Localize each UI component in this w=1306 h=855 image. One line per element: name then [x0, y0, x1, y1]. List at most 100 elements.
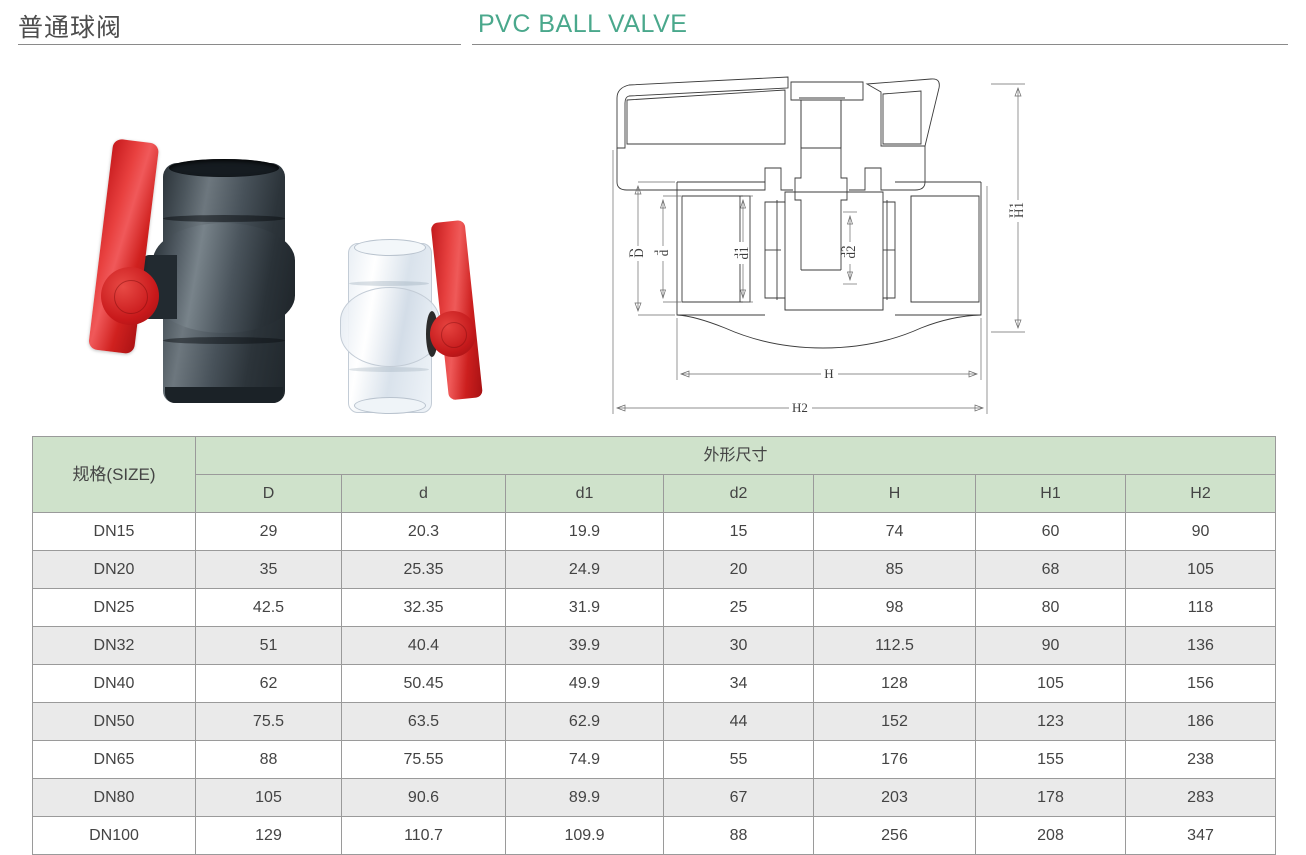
cell-H2: 186: [1124, 702, 1277, 741]
cell-H2: 283: [1124, 778, 1277, 817]
column-header-D: D: [195, 474, 342, 513]
table-row: DN80 105 90.6 89.9 67 203 178 283: [32, 778, 1277, 817]
cell-H1: 178: [975, 778, 1126, 817]
product-photo-group: [0, 60, 600, 430]
cell-D: 35: [195, 550, 342, 589]
cell-size: DN15: [32, 512, 196, 551]
dimension-label-H2-text: H2: [792, 400, 808, 415]
page-header: 普通球阀 PVC BALL VALVE: [0, 0, 1306, 56]
cell-d: 75.55: [341, 740, 506, 779]
cell-D: 62: [195, 664, 342, 703]
cell-d: 25.35: [341, 550, 506, 589]
valve-handle-hub: [101, 267, 159, 325]
cell-H2: 136: [1124, 626, 1277, 665]
column-header-group-dimensions: 外形尺寸: [194, 436, 1277, 475]
valve-ring-lower: [349, 367, 429, 372]
technical-drawing: D d d1 d2 H1 H H2 D d d1 d2 H1 H H2: [595, 70, 1045, 430]
cell-D: 42.5: [195, 588, 342, 627]
header-rule-right: [472, 44, 1288, 45]
valve-socket-opening-bottom: [354, 397, 426, 414]
cell-H1: 208: [975, 816, 1126, 855]
cell-d: 20.3: [341, 512, 506, 551]
product-image-dark-grey-valve: [87, 115, 305, 405]
cell-H1: 105: [975, 664, 1126, 703]
page-title-english: PVC BALL VALVE: [478, 10, 688, 38]
cell-H: 176: [813, 740, 976, 779]
column-header-d2: d2: [663, 474, 814, 513]
column-header-H1: H1: [975, 474, 1126, 513]
dimension-label-H-text: H: [824, 366, 833, 381]
cell-D: 29: [195, 512, 342, 551]
cell-H1: 90: [975, 626, 1126, 665]
cell-size: DN65: [32, 740, 196, 779]
cell-H1: 60: [975, 512, 1126, 551]
dimension-label-H1-text: H1: [1011, 202, 1026, 218]
cell-d: 50.45: [341, 664, 506, 703]
cell-d1: 49.9: [505, 664, 664, 703]
table-header-row-2: D d d1 d2 H H1 H2: [33, 474, 1277, 513]
valve-socket-opening-top: [354, 239, 426, 256]
cell-d: 90.6: [341, 778, 506, 817]
cell-d2: 25: [663, 588, 814, 627]
dimension-label-d-text: d: [656, 249, 671, 256]
table-row: DN20 35 25.35 24.9 20 85 68 105: [32, 550, 1277, 589]
cell-H: 85: [813, 550, 976, 589]
cell-d2: 15: [663, 512, 814, 551]
cell-d1: 31.9: [505, 588, 664, 627]
dimension-label-D-text: D: [631, 248, 646, 257]
cell-H2: 90: [1124, 512, 1277, 551]
cell-d2: 44: [663, 702, 814, 741]
table-row: DN65 88 75.55 74.9 55 176 155 238: [32, 740, 1277, 779]
cell-d: 110.7: [341, 816, 506, 855]
cell-d2: 20: [663, 550, 814, 589]
cell-d2: 88: [663, 816, 814, 855]
cell-d: 63.5: [341, 702, 506, 741]
cell-H1: 80: [975, 588, 1126, 627]
column-header-d1: d1: [505, 474, 664, 513]
valve-ring-upper: [349, 281, 429, 286]
cell-d: 40.4: [341, 626, 506, 665]
table-row: DN40 62 50.45 49.9 34 128 105 156: [32, 664, 1277, 703]
table-row: DN32 51 40.4 39.9 30 112.5 90 136: [32, 626, 1277, 665]
table-row: DN25 42.5 32.35 31.9 25 98 80 118: [32, 588, 1277, 627]
cell-d2: 67: [663, 778, 814, 817]
cell-size: DN20: [32, 550, 196, 589]
cell-d2: 30: [663, 626, 814, 665]
cell-H2: 347: [1124, 816, 1277, 855]
table-row: DN15 29 20.3 19.9 15 74 60 90: [32, 512, 1277, 551]
page-title-chinese: 普通球阀: [18, 14, 123, 42]
cell-size: DN50: [32, 702, 196, 741]
table-body: DN15 29 20.3 19.9 15 74 60 90 DN20 35 25…: [32, 512, 1277, 855]
valve-ring-lower: [163, 337, 285, 344]
table-header-row-1: 规格(SIZE) 外形尺寸: [32, 436, 1277, 513]
cell-H2: 238: [1124, 740, 1277, 779]
specification-table: 规格(SIZE) 外形尺寸 D d d1 d2 H H1 H2 DN15 29 …: [32, 436, 1277, 855]
cell-D: 51: [195, 626, 342, 665]
cell-H: 256: [813, 816, 976, 855]
cell-D: 105: [195, 778, 342, 817]
cell-d1: 74.9: [505, 740, 664, 779]
cell-H2: 118: [1124, 588, 1277, 627]
cell-size: DN25: [32, 588, 196, 627]
valve-lever-handle: [430, 219, 483, 401]
valve-ring-upper: [163, 215, 285, 222]
cell-H1: 123: [975, 702, 1126, 741]
cell-H: 74: [813, 512, 976, 551]
cell-d1: 24.9: [505, 550, 664, 589]
column-header-size: 规格(SIZE): [32, 436, 196, 513]
cell-H: 128: [813, 664, 976, 703]
cell-size: DN100: [32, 816, 196, 855]
cell-H1: 68: [975, 550, 1126, 589]
cell-D: 88: [195, 740, 342, 779]
cell-size: DN40: [32, 664, 196, 703]
cell-D: 75.5: [195, 702, 342, 741]
valve-socket-opening: [169, 159, 279, 177]
cell-d2: 34: [663, 664, 814, 703]
column-header-d: d: [341, 474, 506, 513]
cell-d1: 39.9: [505, 626, 664, 665]
cell-size: DN32: [32, 626, 196, 665]
dimension-label-d1-text: d1: [736, 247, 751, 260]
cell-size: DN80: [32, 778, 196, 817]
table-row: DN100 129 110.7 109.9 88 256 208 347: [32, 816, 1277, 855]
cell-d1: 19.9: [505, 512, 664, 551]
